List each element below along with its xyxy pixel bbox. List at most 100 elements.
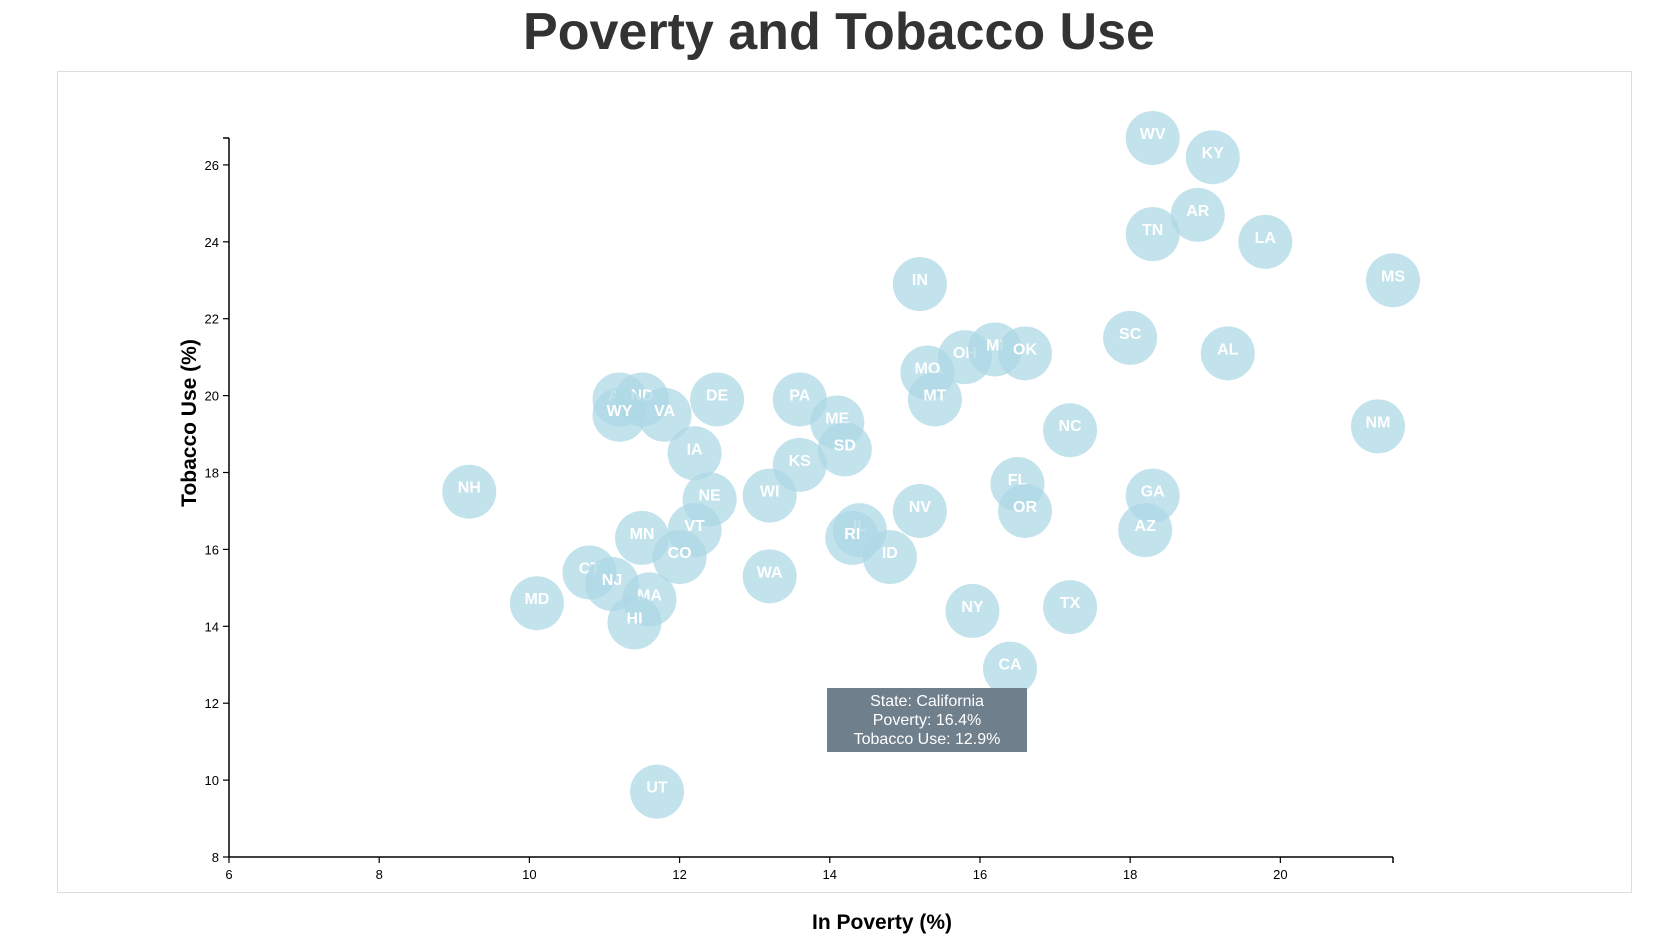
state-circle[interactable] <box>1200 326 1255 381</box>
state-point-va[interactable]: VA <box>637 387 692 442</box>
state-abbr-label: MN <box>630 526 655 543</box>
state-abbr-label: NV <box>909 499 932 516</box>
state-abbr-label: WV <box>1140 126 1166 143</box>
state-abbr-label: IA <box>687 441 703 458</box>
state-abbr-label: MD <box>524 591 549 608</box>
state-point-id[interactable]: ID <box>862 530 917 585</box>
state-point-md[interactable]: MD <box>509 576 564 631</box>
state-circle[interactable] <box>1366 253 1420 308</box>
state-point-ut[interactable]: UT <box>630 764 685 819</box>
state-abbr-label: AL <box>1217 341 1239 358</box>
state-circle[interactable] <box>1185 130 1240 185</box>
state-circle[interactable] <box>1170 187 1225 242</box>
state-circle[interactable] <box>1350 399 1405 454</box>
state-point-nv[interactable]: NV <box>892 483 947 538</box>
state-point-nm[interactable]: NM <box>1350 399 1405 454</box>
state-point-or[interactable]: OR <box>998 483 1053 538</box>
state-point-ny[interactable]: NY <box>945 583 1000 638</box>
state-point-wa[interactable]: WA <box>742 549 797 604</box>
state-point-ca[interactable]: CA <box>983 641 1038 696</box>
state-point-wi[interactable]: WI <box>742 468 797 523</box>
state-circle[interactable] <box>690 372 745 427</box>
state-point-az[interactable]: AZ <box>1118 503 1173 558</box>
state-abbr-label: WI <box>760 484 780 501</box>
state-point-tx[interactable]: TX <box>1043 580 1098 635</box>
chart-frame <box>57 71 1632 893</box>
state-abbr-label: CO <box>668 545 692 562</box>
state-circle[interactable] <box>862 530 917 585</box>
state-point-ms[interactable]: MS <box>1366 253 1420 308</box>
state-abbr-label: LA <box>1255 230 1277 247</box>
state-circle[interactable] <box>667 426 722 481</box>
state-circle[interactable] <box>892 257 947 312</box>
state-point-al[interactable]: AL <box>1200 326 1255 381</box>
state-circle[interactable] <box>509 576 564 631</box>
state-abbr-label: GA <box>1141 484 1165 501</box>
x-axis-title: In Poverty (%) <box>812 911 952 934</box>
state-abbr-label: RI <box>844 526 860 543</box>
state-circle[interactable] <box>1103 310 1158 365</box>
y-axis-title: Tobacco Use (%) <box>178 339 201 507</box>
state-circle[interactable] <box>592 387 647 442</box>
x-tick-label: 16 <box>973 867 987 882</box>
state-abbr-label: DE <box>706 387 729 404</box>
state-point-in[interactable]: IN <box>892 257 947 312</box>
state-circle[interactable] <box>817 422 872 477</box>
x-tick-label: 10 <box>522 867 536 882</box>
state-circle[interactable] <box>742 468 797 523</box>
state-point-ia[interactable]: IA <box>667 426 722 481</box>
state-abbr-label: NH <box>458 480 481 497</box>
state-circle[interactable] <box>1125 111 1180 165</box>
state-abbr-label: NY <box>961 599 984 616</box>
state-point-hi[interactable]: HI <box>607 595 662 650</box>
state-point-la[interactable]: LA <box>1238 214 1293 269</box>
x-tick-label: 8 <box>376 867 383 882</box>
state-point-sc[interactable]: SC <box>1103 310 1158 365</box>
state-abbr-label: NM <box>1366 414 1391 431</box>
state-circle[interactable] <box>652 530 707 585</box>
y-tick-label: 20 <box>205 389 219 404</box>
state-point-mt[interactable]: MT <box>907 372 962 427</box>
state-circle[interactable] <box>1043 403 1098 458</box>
state-abbr-label: SC <box>1119 326 1142 343</box>
state-point-wy[interactable]: WY <box>592 387 647 442</box>
state-point-nc[interactable]: NC <box>1043 403 1098 458</box>
y-tick-label: 12 <box>205 696 219 711</box>
state-circle[interactable] <box>1043 580 1098 635</box>
state-abbr-label: MS <box>1381 268 1405 285</box>
state-circle[interactable] <box>1238 214 1293 269</box>
state-abbr-label: IN <box>912 272 928 289</box>
state-circle[interactable] <box>945 583 1000 638</box>
state-point-wv[interactable]: WV <box>1125 111 1180 165</box>
state-point-co[interactable]: CO <box>652 530 707 585</box>
state-circle[interactable] <box>637 387 692 442</box>
state-circle[interactable] <box>998 483 1053 538</box>
state-point-nh[interactable]: NH <box>442 464 497 519</box>
state-point-ar[interactable]: AR <box>1170 187 1225 242</box>
state-circle[interactable] <box>442 464 497 519</box>
y-tick-label: 16 <box>205 542 219 557</box>
state-circle[interactable] <box>892 483 947 538</box>
state-point-de[interactable]: DE <box>690 372 745 427</box>
state-point-ky[interactable]: KY <box>1185 130 1240 185</box>
x-tick-label: 20 <box>1273 867 1287 882</box>
state-abbr-label: WY <box>607 403 633 420</box>
state-circle[interactable] <box>1125 207 1180 262</box>
state-circle[interactable] <box>1118 503 1173 558</box>
state-point-sd[interactable]: SD <box>817 422 872 477</box>
state-circle[interactable] <box>742 549 797 604</box>
state-point-ok[interactable]: OK <box>998 326 1053 381</box>
state-abbr-label: ID <box>882 545 898 562</box>
state-circle[interactable] <box>983 641 1038 696</box>
state-point-tn[interactable]: TN <box>1125 207 1180 262</box>
state-circle[interactable] <box>630 764 685 819</box>
state-circle[interactable] <box>907 372 962 427</box>
state-abbr-label: NE <box>699 487 722 504</box>
state-abbr-label: NC <box>1059 418 1083 435</box>
state-circle[interactable] <box>998 326 1053 381</box>
state-abbr-label: VA <box>654 403 675 420</box>
state-circle[interactable] <box>607 595 662 650</box>
y-tick-label: 14 <box>205 619 219 634</box>
state-abbr-label: KY <box>1202 145 1225 162</box>
